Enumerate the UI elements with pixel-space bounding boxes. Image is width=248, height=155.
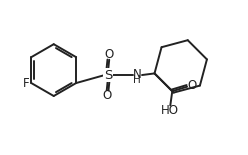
Text: HO: HO: [161, 104, 179, 117]
Text: S: S: [104, 69, 112, 82]
Text: O: O: [105, 48, 114, 61]
Text: O: O: [187, 79, 197, 92]
Text: H: H: [133, 75, 141, 85]
Text: O: O: [102, 89, 111, 102]
Text: N: N: [133, 68, 142, 81]
Text: F: F: [23, 77, 29, 90]
